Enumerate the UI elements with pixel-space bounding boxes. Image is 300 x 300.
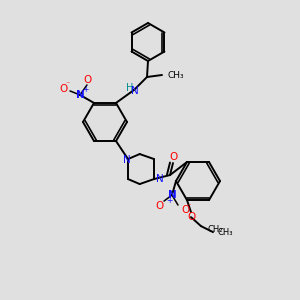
Text: CH₂: CH₂	[207, 225, 223, 234]
Text: +: +	[82, 85, 88, 94]
Text: N: N	[76, 90, 84, 100]
Text: ⁻: ⁻	[187, 202, 191, 211]
Text: ⁻: ⁻	[66, 80, 70, 88]
Text: O: O	[156, 201, 164, 211]
Text: O: O	[60, 84, 68, 94]
Text: O: O	[170, 152, 178, 162]
Text: N: N	[131, 86, 139, 96]
Text: H: H	[126, 83, 134, 93]
Text: N: N	[168, 190, 176, 200]
Text: +: +	[166, 196, 172, 205]
Text: N: N	[156, 174, 164, 184]
Text: CH₃: CH₃	[218, 228, 233, 237]
Text: O: O	[181, 205, 189, 215]
Text: O: O	[84, 75, 92, 85]
Text: O: O	[188, 212, 196, 222]
Text: N: N	[123, 155, 131, 165]
Text: CH₃: CH₃	[167, 70, 184, 80]
